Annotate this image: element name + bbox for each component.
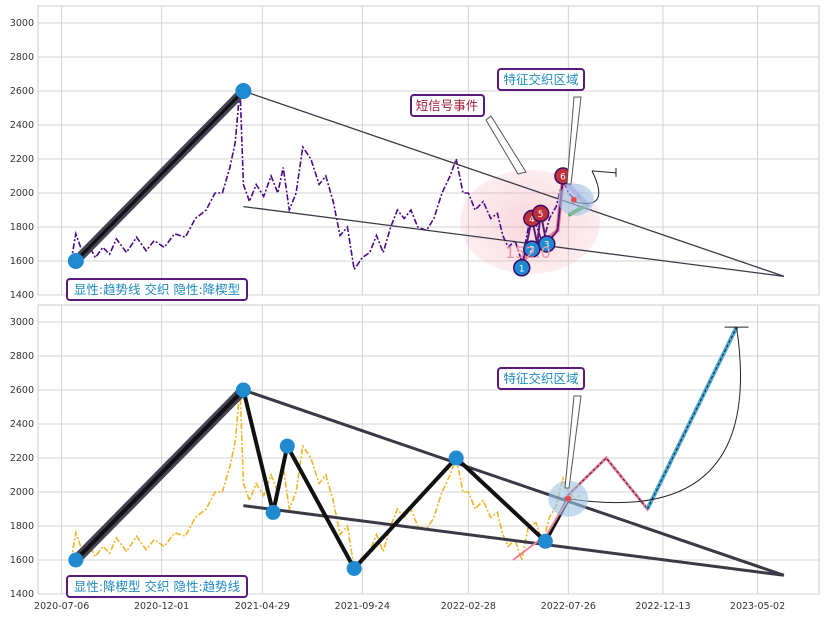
top-event-arrow — [485, 115, 527, 175]
y-tick-label: 2800 — [10, 52, 34, 63]
x-tick-label: 2021-09-24 — [335, 601, 390, 612]
top-bracket-bar — [591, 170, 617, 174]
top-marker-label: 4 — [529, 215, 535, 225]
y-tick-label: 1600 — [10, 555, 34, 566]
y-tick-label: 1600 — [10, 256, 34, 267]
y-tick-label: 1800 — [10, 521, 34, 532]
bottom-pivot-dot — [346, 561, 362, 576]
top-event-callout: 短信号事件 — [410, 94, 485, 117]
bottom-panel-content — [68, 326, 785, 577]
bottom-region-label: 特征交织区域 — [503, 371, 578, 386]
y-tick-label: 1400 — [10, 290, 34, 301]
measure-value-label: 152.0 — [505, 243, 551, 262]
bottom-y-ticks: 1400 1600 1800 2000 2200 2400 2600 2800 3000 — [10, 317, 34, 600]
top-marker-3 — [537, 235, 556, 253]
top-marker-label: 5 — [538, 210, 544, 220]
top-grid — [38, 6, 819, 296]
bottom-legend-box: 显性:降楔型 交织 隐性:趋势线 — [66, 575, 248, 598]
bottom-pivot-dot — [235, 382, 251, 398]
top-event-label: 短信号事件 — [416, 98, 479, 113]
y-tick-label: 2000 — [10, 188, 34, 199]
top-pivot-dot — [67, 253, 84, 269]
top-region-label: 特征交织区域 — [503, 72, 578, 87]
y-tick-label: 2400 — [10, 120, 34, 131]
y-tick-label: 2000 — [10, 487, 34, 498]
bottom-projection-blue-core — [646, 326, 738, 510]
y-tick-label: 2200 — [10, 453, 34, 464]
top-lower-boundary — [243, 205, 784, 277]
bottom-legend-text: 显性:降楔型 交织 隐性:趋势线 — [74, 579, 241, 594]
top-panel-content: 123 45 6 — [67, 83, 785, 277]
y-tick-label: 2200 — [10, 154, 34, 165]
y-tick-label: 2600 — [10, 86, 34, 97]
top-pivot-dot — [235, 83, 252, 99]
bottom-projection-core — [563, 457, 648, 510]
bottom-pivot-dot — [279, 438, 295, 454]
top-marker-1 — [512, 259, 531, 277]
x-ticks: 2020-07-06 2020-12-01 2021-04-29 2021-09-24… — [34, 601, 785, 612]
bottom-pivot-dot — [537, 533, 553, 549]
x-tick-label: 2022-07-26 — [541, 601, 596, 612]
bottom-pivot-dot — [265, 504, 281, 520]
bottom-zigzag — [74, 386, 571, 572]
top-region-dot — [570, 196, 577, 203]
y-tick-label: 2600 — [10, 385, 34, 396]
y-tick-label: 3000 — [10, 317, 34, 328]
x-tick-label: 2021-04-29 — [235, 601, 290, 612]
bottom-region-arrow — [564, 395, 582, 489]
top-legend-text: 显性:趋势线 交织 隐性:降楔型 — [74, 282, 240, 297]
y-tick-label: 3000 — [10, 18, 34, 29]
top-region-arrow — [566, 96, 582, 185]
y-tick-label: 2400 — [10, 419, 34, 430]
bottom-lower-boundary — [243, 504, 785, 577]
bottom-pivot-dot — [448, 450, 464, 466]
top-marker-5 — [531, 204, 550, 223]
top-marker-label: 1 — [519, 264, 525, 274]
top-region-callout: 特征交织区域 — [497, 68, 585, 91]
x-tick-label: 2020-07-06 — [34, 601, 89, 612]
x-tick-label: 2022-12-13 — [635, 601, 690, 612]
bottom-bracket-curve — [568, 327, 741, 504]
bottom-upper-boundary — [242, 388, 785, 577]
bottom-region-callout: 特征交织区域 — [497, 367, 585, 390]
y-tick-label: 1400 — [10, 589, 34, 600]
bottom-panel-frame — [37, 304, 820, 595]
x-tick-label: 2020-12-01 — [134, 601, 189, 612]
top-marker-label: 3 — [544, 241, 550, 251]
x-tick-label: 2022-02-28 — [441, 601, 496, 612]
bottom-region-dot — [565, 495, 572, 502]
bottom-pivot-dot — [68, 552, 84, 568]
y-tick-label: 2800 — [10, 351, 34, 362]
top-panel-frame — [37, 5, 820, 296]
top-marker-label: 2 — [529, 246, 535, 256]
top-explicit-trend-core — [74, 89, 245, 263]
top-upper-boundary — [243, 90, 785, 277]
top-legend-box: 显性:趋势线 交织 隐性:降楔型 — [66, 278, 248, 301]
top-y-ticks: 1400 1600 1800 2000 2200 2400 2600 2800 3000 — [10, 18, 34, 301]
x-tick-label: 2023-05-02 — [730, 601, 785, 612]
y-tick-label: 1800 — [10, 222, 34, 233]
top-marker-label: 6 — [560, 173, 566, 183]
